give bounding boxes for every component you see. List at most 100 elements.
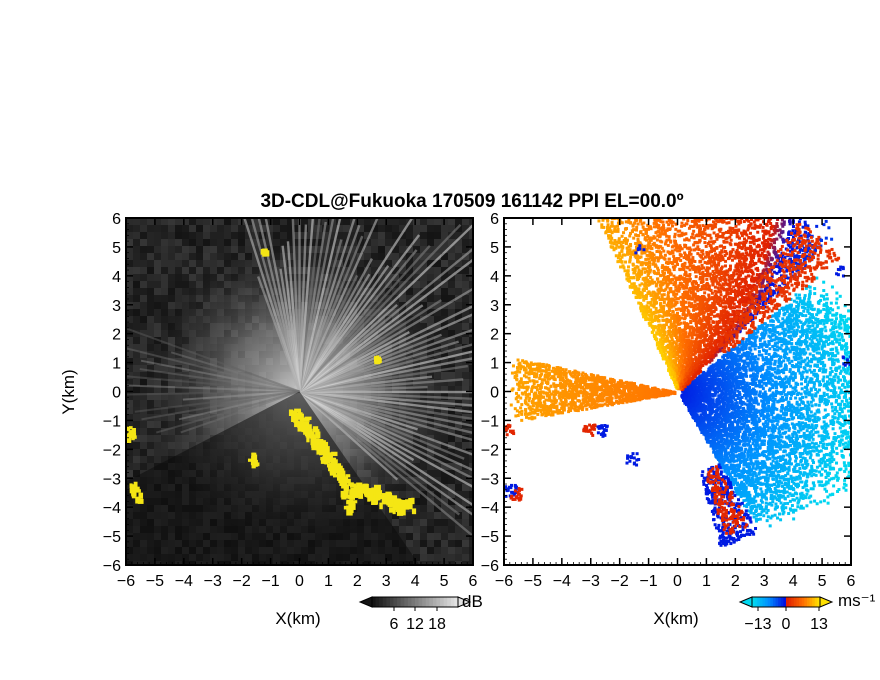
- right-y-tick-label: 0: [490, 385, 499, 402]
- colorbar-segment: [375, 597, 380, 607]
- colorbar-segment: [752, 597, 756, 607]
- right-x-tick-label: −1: [639, 573, 657, 590]
- colorbar-segment: [372, 597, 377, 607]
- colorbar-segment: [817, 597, 821, 607]
- colorbar-segment: [429, 597, 434, 607]
- right-x-tick-label: −5: [524, 573, 542, 590]
- colorbar-segment: [397, 597, 402, 607]
- colorbar-tick-label: 6: [390, 616, 399, 633]
- colorbar-segment: [418, 597, 423, 607]
- left-axis-ticks: −6 −5 −4 −3 −2 −1 0 1 2 3 4 5 6 −6 −5 −4 −3 −2 −1 0 1 2 3 4 5 6: [103, 211, 478, 590]
- colorbar-segment: [450, 597, 456, 607]
- right-y-tick-label: 6: [490, 211, 499, 228]
- left-y-tick-label: 3: [112, 298, 121, 315]
- colorbar-tick-label: −13: [744, 616, 771, 633]
- colorbar-segment: [440, 597, 445, 607]
- left-x-tick-label: −5: [146, 573, 164, 590]
- right-colorbar: −13 0 13: [738, 596, 834, 633]
- colorbar-segment: [772, 597, 777, 607]
- colorbar-segment: [415, 597, 420, 607]
- right-x-tick-label: −4: [553, 573, 571, 590]
- left-highlight-layer: [126, 248, 417, 516]
- right-x-tick-label: 1: [702, 573, 711, 590]
- left-y-tick-label: 1: [112, 356, 121, 373]
- left-plot-area: −6 −5 −4 −3 −2 −1 0 1 2 3 4 5 6 −6 −5 −4 −3 −2 −1 0 1 2 3 4 5 6: [103, 211, 478, 590]
- left-y-tick-label: −4: [103, 500, 121, 517]
- right-y-tick-label: −5: [481, 529, 499, 546]
- colorbar-segment: [762, 597, 766, 607]
- left-x-tick-label: 6: [469, 573, 478, 590]
- colorbar-tick-label: 13: [810, 616, 828, 633]
- colorbar-segment: [799, 597, 803, 607]
- right-y-tick-label: −2: [481, 442, 499, 459]
- right-colorbar-unit: ms⁻¹: [838, 591, 876, 610]
- right-axis-ticks: −6 −5 −4 −3 −2 −1 0 1 2 3 4 5 6 −6 −5 −4 −3 −2 −1 0 1 2 3 4 5 6: [481, 211, 856, 590]
- right-x-axis-label: X(km): [653, 609, 698, 628]
- left-x-axis-label: X(km): [275, 609, 320, 628]
- right-x-tick-label: −6: [495, 573, 513, 590]
- colorbar-segment: [400, 597, 405, 607]
- colorbar-segment: [407, 597, 413, 607]
- right-y-tick-label: 3: [490, 298, 499, 315]
- left-x-tick-label: 1: [324, 573, 333, 590]
- left-y-tick-label: −3: [103, 471, 121, 488]
- colorbar-segment: [754, 597, 758, 607]
- right-x-tick-label: 0: [673, 573, 682, 590]
- left-y-tick-label: −5: [103, 529, 121, 546]
- colorbar-segment: [786, 597, 790, 607]
- left-x-tick-label: −3: [204, 573, 222, 590]
- colorbar-segment: [775, 597, 779, 607]
- colorbar-segment: [783, 597, 787, 607]
- right-x-tick-label: −3: [582, 573, 600, 590]
- colorbar-segment: [447, 597, 452, 607]
- right-x-tick-label: 6: [847, 573, 856, 590]
- right-x-tick-label: −2: [611, 573, 629, 590]
- left-x-tick-label: −4: [175, 573, 193, 590]
- left-x-tick-label: 4: [411, 573, 420, 590]
- colorbar-segment: [432, 597, 438, 607]
- colorbar-segment: [759, 597, 764, 607]
- right-x-tick-label: 2: [731, 573, 740, 590]
- colorbar-segment: [767, 597, 771, 607]
- right-y-tick-label: −4: [481, 500, 499, 517]
- colorbar-segment: [757, 597, 761, 607]
- colorbar-segment: [812, 597, 816, 607]
- left-y-tick-label: 0: [112, 385, 121, 402]
- colorbar-segment: [404, 597, 409, 607]
- colorbar-segment: [425, 597, 430, 607]
- right-plot-area: −6 −5 −4 −3 −2 −1 0 1 2 3 4 5 6 −6 −5 −4 −3 −2 −1 0 1 2 3 4 5 6: [481, 211, 856, 590]
- colorbar-segment: [804, 597, 808, 607]
- colorbar-segment: [436, 597, 441, 607]
- colorbar-segment: [801, 597, 805, 607]
- chart-title: 3D-CDL@Fukuoka 170509 161142 PPI EL=00.0…: [260, 191, 683, 212]
- left-y-tick-label: 5: [112, 240, 121, 257]
- left-x-tick-label: −1: [261, 573, 279, 590]
- right-y-tick-label: 4: [490, 269, 499, 286]
- left-x-tick-label: −2: [233, 573, 251, 590]
- colorbar-segment: [411, 597, 416, 607]
- left-y-tick-label: 6: [112, 211, 121, 228]
- right-y-tick-label: −1: [481, 413, 499, 430]
- left-y-tick-label: 2: [112, 327, 121, 344]
- left-x-tick-label: 5: [440, 573, 449, 590]
- colorbar-segment: [443, 597, 448, 607]
- colorbar-segment: [454, 597, 459, 607]
- colorbar-segment: [382, 597, 387, 607]
- left-y-axis-label: Y(km): [59, 369, 78, 414]
- right-x-tick-label: 4: [789, 573, 798, 590]
- colorbar-segment: [765, 597, 769, 607]
- right-y-tick-label: 2: [490, 327, 499, 344]
- left-colorbar: 6 12 18: [358, 596, 472, 633]
- colorbar-segment: [780, 597, 784, 607]
- left-colorbar-unit: dB: [462, 592, 483, 611]
- left-y-tick-label: −1: [103, 413, 121, 430]
- colorbar-tick-label: 0: [782, 616, 791, 633]
- colorbar-segment: [389, 597, 395, 607]
- left-y-tick-label: 4: [112, 269, 121, 286]
- colorbar-segment: [379, 597, 384, 607]
- right-y-tick-label: −6: [481, 558, 499, 575]
- colorbar-segment: [422, 597, 427, 607]
- colorbar-segment: [770, 597, 774, 607]
- colorbar-tick-label: 12: [406, 616, 424, 633]
